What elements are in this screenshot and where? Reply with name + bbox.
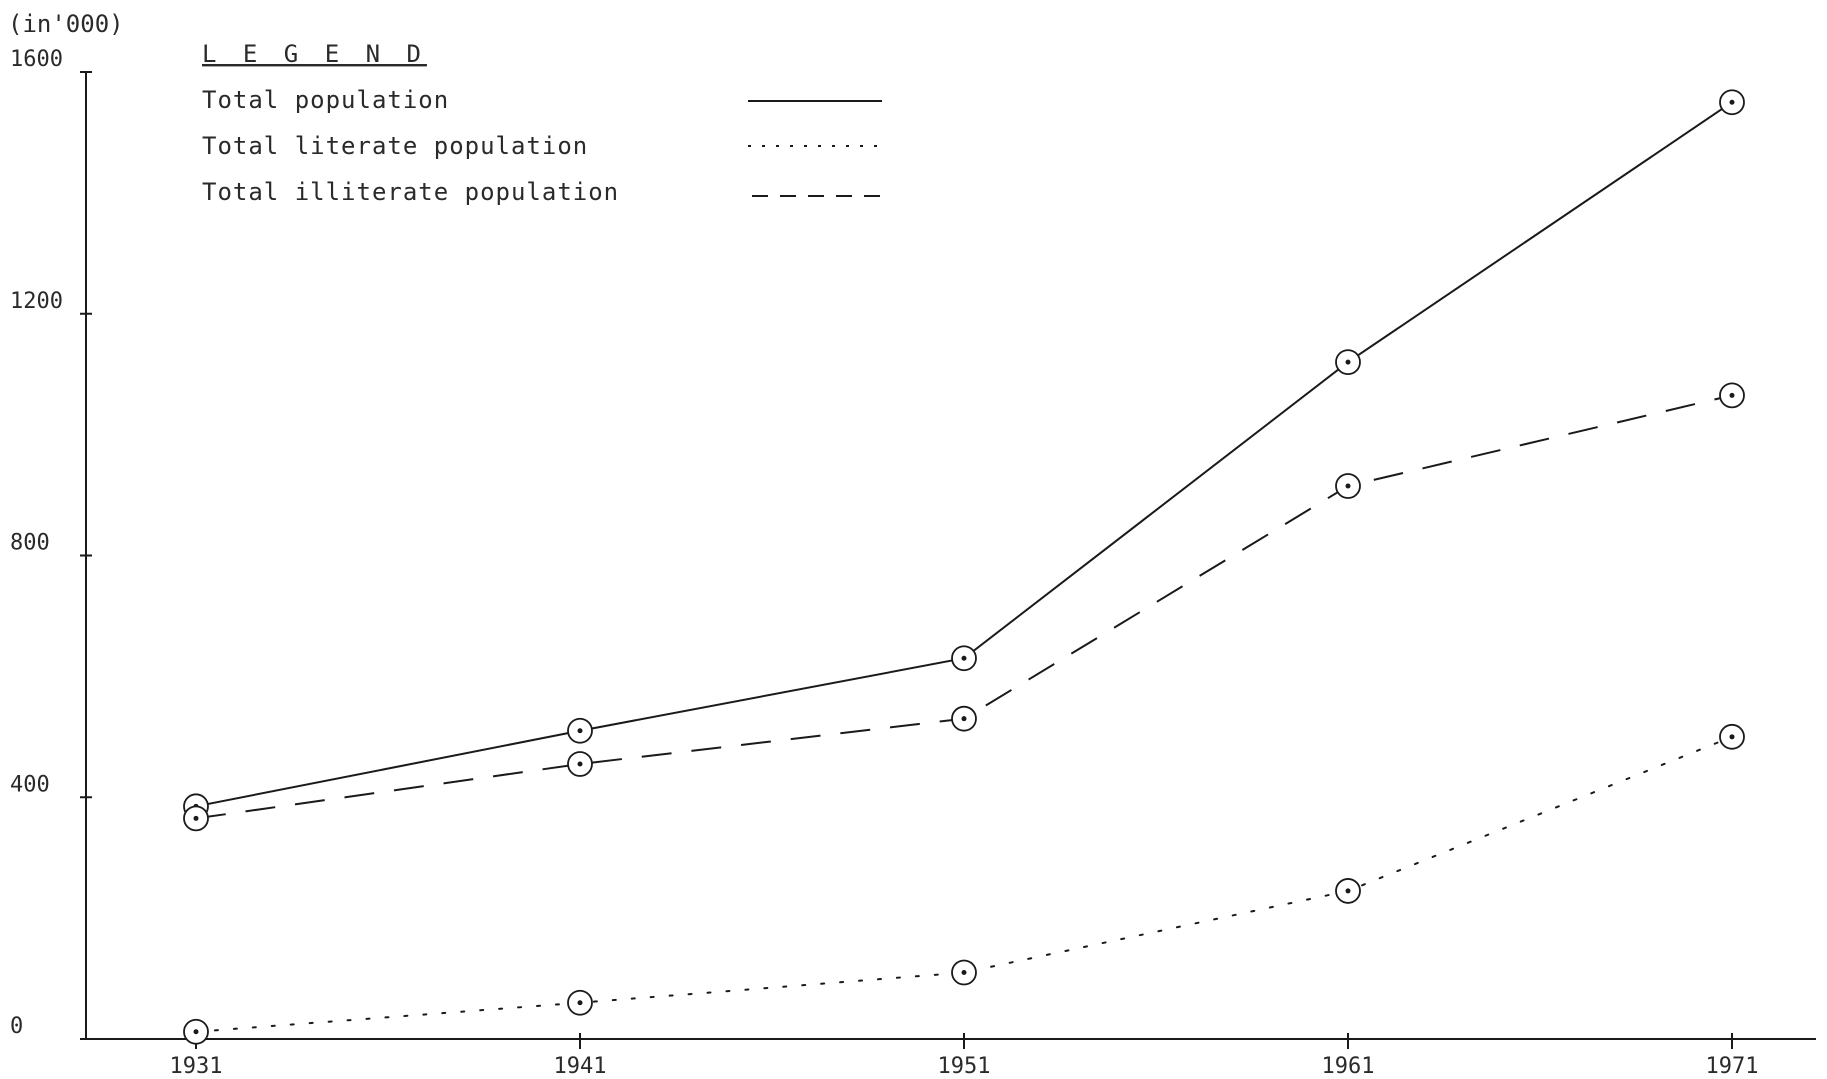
y-unit-label: (in'000) — [8, 10, 124, 38]
data-point-center — [1345, 483, 1351, 489]
legend-label-total-population: Total population — [202, 86, 449, 114]
data-point-center — [577, 761, 583, 767]
x-tick-label: 1931 — [170, 1054, 223, 1079]
x-tick-label: 1971 — [1706, 1054, 1759, 1079]
x-tick-label: 1951 — [938, 1054, 991, 1079]
data-point-center — [961, 716, 967, 722]
data-point-center — [577, 728, 583, 734]
legend-label-illiterate-population: Total illiterate population — [202, 178, 619, 206]
data-point-center — [1345, 359, 1351, 365]
x-axis-ticks: 1931 1941 1951 1961 1971 — [170, 1033, 1759, 1079]
data-point-center — [1729, 392, 1735, 398]
data-point-center — [1345, 888, 1351, 894]
data-point-center — [193, 1029, 199, 1035]
series-layer — [183, 89, 1745, 1045]
y-tick-label: 1600 — [10, 47, 63, 72]
legend-label-literate-population: Total literate population — [202, 132, 588, 160]
data-point-center — [961, 655, 967, 661]
data-point-center — [1729, 734, 1735, 740]
series-line-2 — [195, 394, 1733, 820]
data-point-center — [961, 970, 967, 976]
data-point-center — [577, 1000, 583, 1006]
y-tick-label: 800 — [10, 531, 50, 556]
y-axis-ticks: 0 400 800 1200 1600 — [10, 47, 92, 1040]
x-tick-label: 1941 — [554, 1054, 607, 1079]
x-tick-label: 1961 — [1322, 1054, 1375, 1079]
y-tick-label: 0 — [10, 1014, 23, 1039]
legend-title: L E G E N D — [202, 40, 427, 68]
y-tick-label: 1200 — [10, 289, 63, 314]
series-line-1 — [195, 735, 1733, 1033]
series-line-0 — [195, 101, 1733, 808]
y-tick-label: 400 — [10, 772, 50, 797]
legend: L E G E N D Total population Total liter… — [202, 40, 882, 206]
data-point-center — [193, 815, 199, 821]
data-point-center — [1729, 99, 1735, 105]
